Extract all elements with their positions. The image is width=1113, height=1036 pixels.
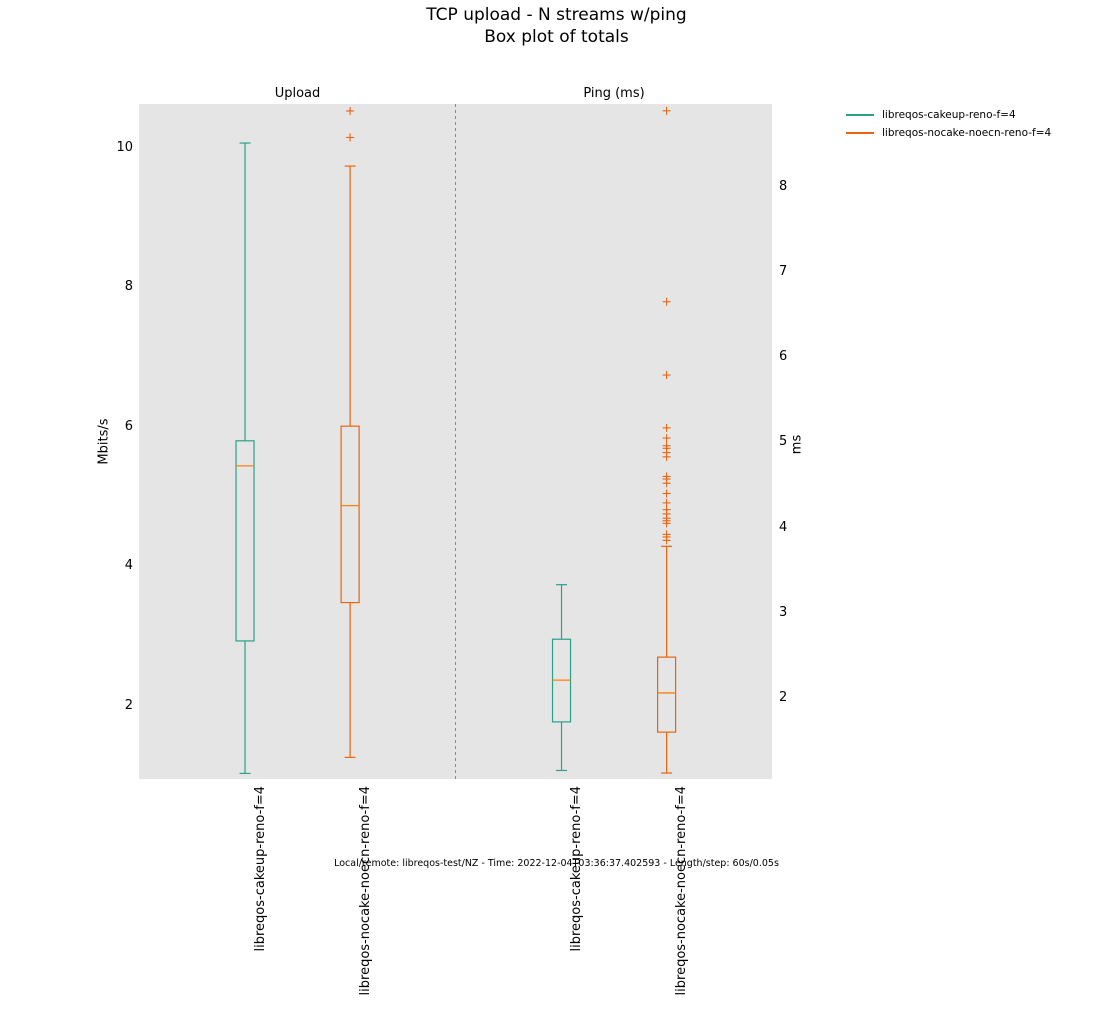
y-tick-label-left: 8 bbox=[124, 279, 133, 295]
y-tick-label-right: 8 bbox=[779, 178, 788, 194]
legend-label: libreqos-cakeup-reno-f=4 bbox=[882, 109, 1016, 121]
y-tick-label-right: 3 bbox=[779, 604, 788, 620]
y-axis-label-left: Mbits/s bbox=[96, 418, 112, 465]
box-libreqos-nocake-noecn-reno-f=4 bbox=[657, 656, 677, 733]
x-tick-label: libreqos-cakeup-reno-f=4 bbox=[252, 786, 268, 952]
chart-title-line1: TCP upload - N streams w/ping bbox=[426, 5, 687, 25]
chart-title: TCP upload - N streams w/ping Box plot o… bbox=[0, 4, 1113, 48]
panel-title-upload: Upload bbox=[274, 86, 321, 101]
box-libreqos-cakeup-reno-f=4 bbox=[235, 440, 255, 642]
y-tick-label-left: 6 bbox=[124, 418, 133, 434]
y-tick-label-right: 4 bbox=[779, 519, 788, 535]
y-tick-label-left: 4 bbox=[124, 558, 133, 574]
y-tick-label-left: 2 bbox=[124, 697, 133, 713]
x-tick-label: libreqos-nocake-noecn-reno-f=4 bbox=[674, 786, 690, 996]
y-tick-label-left: 10 bbox=[116, 139, 133, 155]
boxplot-canvas bbox=[235, 104, 677, 779]
legend-line-swatch bbox=[846, 114, 874, 116]
legend-item: libreqos-nocake-noecn-reno-f=4 bbox=[846, 124, 1051, 142]
legend-line-swatch bbox=[846, 132, 874, 134]
panel-title-ping: Ping (ms) bbox=[583, 86, 645, 101]
legend-item: libreqos-cakeup-reno-f=4 bbox=[846, 106, 1051, 124]
legend: libreqos-cakeup-reno-f=4 libreqos-nocake-… bbox=[846, 106, 1051, 142]
x-tick-label: libreqos-nocake-noecn-reno-f=4 bbox=[357, 786, 373, 996]
y-tick-label-right: 7 bbox=[779, 263, 788, 279]
plot-area bbox=[139, 104, 772, 779]
box-libreqos-nocake-noecn-reno-f=4 bbox=[340, 425, 360, 604]
legend-label: libreqos-nocake-noecn-reno-f=4 bbox=[882, 127, 1052, 139]
y-tick-label-right: 2 bbox=[779, 690, 788, 706]
footer-text: Local/remote: libreqos-test/NZ - Time: 2… bbox=[334, 858, 779, 869]
y-tick-label-right: 6 bbox=[779, 349, 788, 365]
y-tick-label-right: 5 bbox=[779, 434, 788, 450]
chart-title-line2: Box plot of totals bbox=[484, 27, 629, 47]
x-tick-label: libreqos-cakeup-reno-f=4 bbox=[569, 786, 585, 952]
